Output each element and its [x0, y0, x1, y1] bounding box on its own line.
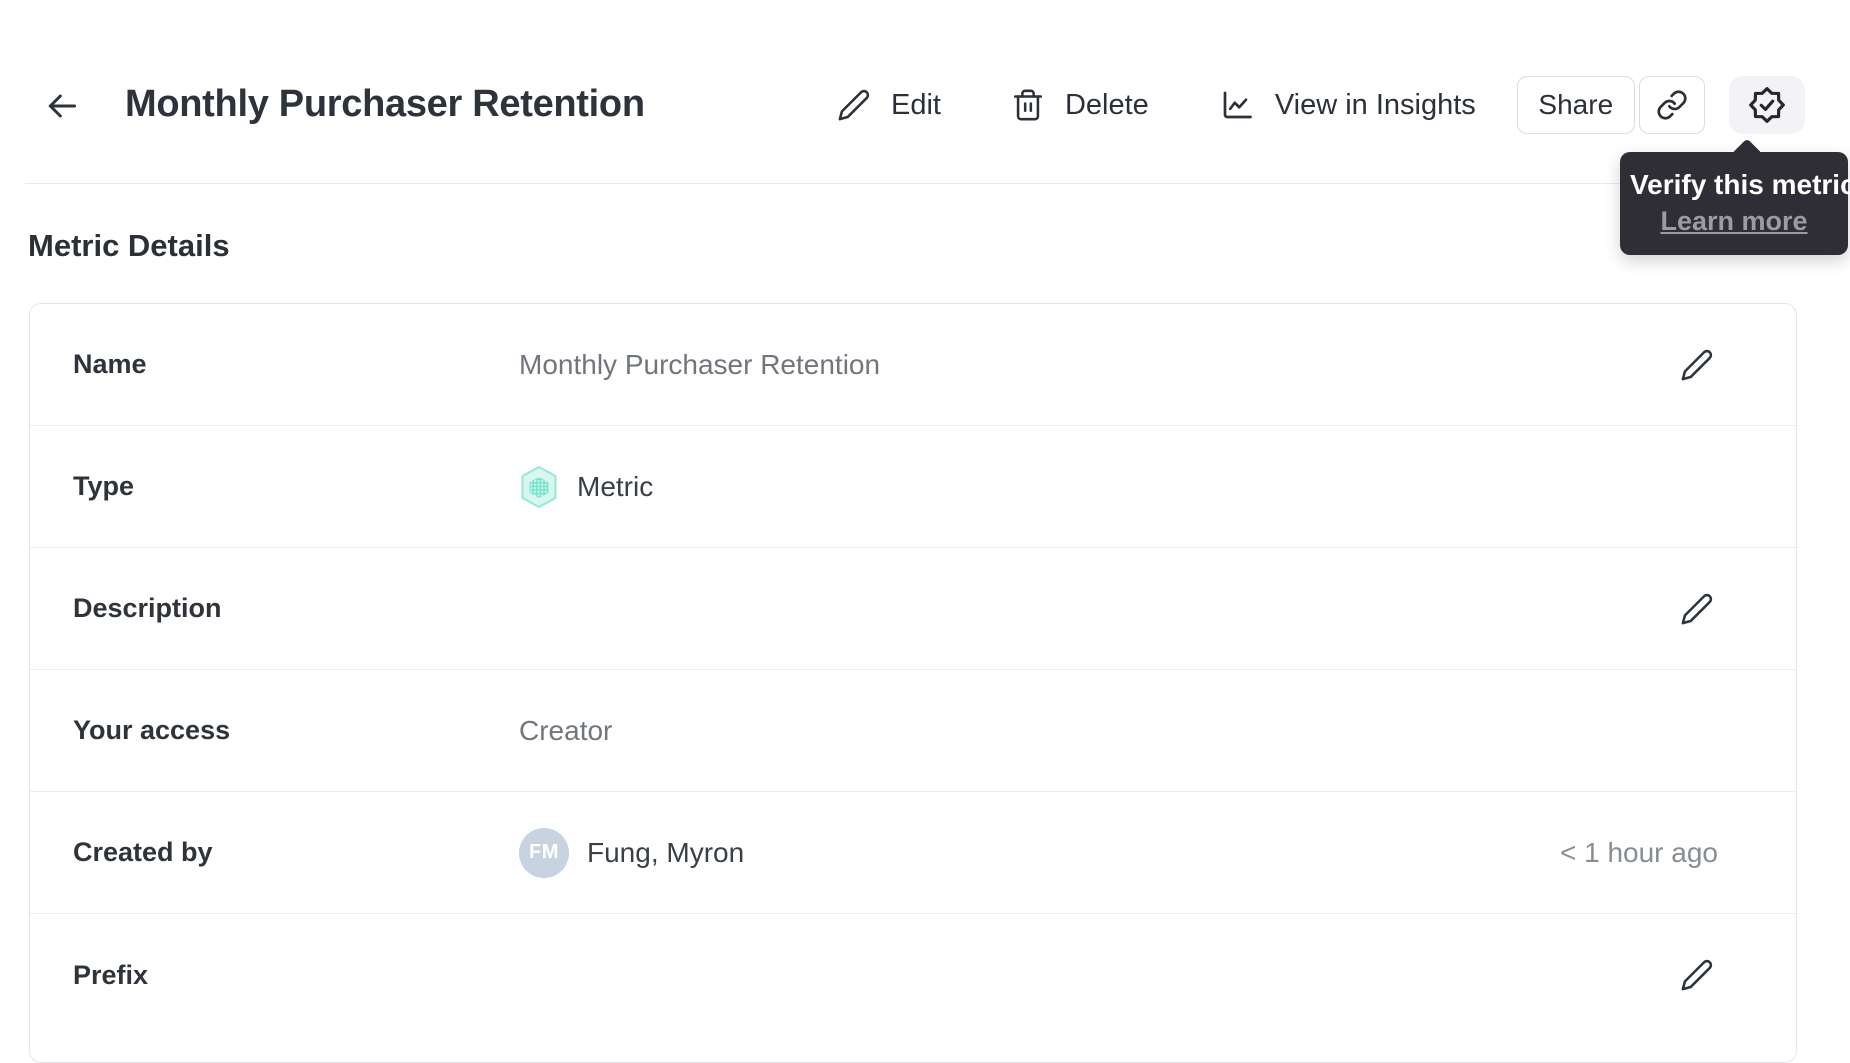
pencil-icon [1680, 592, 1714, 626]
view-in-insights-button[interactable]: View in Insights [1219, 87, 1476, 123]
header-actions: Edit Delete View in Insights S [837, 76, 1805, 134]
edit-name-button[interactable] [1676, 344, 1718, 386]
detail-row-prefix: Prefix [30, 914, 1796, 1036]
copy-link-button[interactable] [1638, 76, 1705, 134]
row-label: Your access [73, 715, 231, 745]
tooltip-title: Verify this metric [1630, 169, 1850, 200]
edit-button-label: Edit [891, 88, 941, 121]
delete-button[interactable]: Delete [1011, 88, 1149, 122]
detail-row-your-access: Your access Creator [30, 670, 1796, 792]
verify-metric-tooltip: Verify this metric Learn more [1620, 138, 1850, 255]
edit-prefix-button[interactable] [1676, 954, 1718, 996]
view-in-insights-label: View in Insights [1274, 88, 1476, 121]
edit-button[interactable]: Edit [837, 88, 941, 122]
metric-hexagon-icon [519, 465, 559, 509]
row-value: Creator [519, 714, 613, 746]
verified-badge-icon [1748, 86, 1786, 124]
detail-row-type: Type Metric [30, 426, 1796, 548]
link-icon [1656, 89, 1688, 121]
detail-row-description: Description [30, 548, 1796, 670]
delete-button-label: Delete [1064, 88, 1149, 121]
row-label: Description [73, 593, 222, 623]
page-title: Monthly Purchaser Retention [125, 83, 645, 125]
verify-metric-button[interactable] [1728, 76, 1805, 134]
back-arrow-icon [42, 86, 82, 126]
pencil-icon [1680, 958, 1714, 992]
row-value: Monthly Purchaser Retention [519, 348, 881, 380]
row-label: Prefix [73, 959, 149, 990]
metric-details-heading: Metric Details [28, 228, 230, 263]
pencil-icon [1680, 348, 1714, 382]
learn-more-link[interactable]: Learn more [1660, 206, 1808, 236]
created-time: < 1 hour ago [1559, 836, 1718, 868]
header: Monthly Purchaser Retention Edit Delete [0, 0, 1850, 183]
detail-row-name: Name Monthly Purchaser Retention [30, 304, 1796, 426]
row-value: Metric [577, 470, 654, 502]
header-divider [25, 183, 1850, 184]
share-button[interactable]: Share [1516, 76, 1635, 134]
row-label: Type [73, 471, 135, 501]
share-button-label: Share [1538, 89, 1614, 120]
row-label: Created by [73, 837, 213, 867]
edit-description-button[interactable] [1676, 588, 1718, 630]
back-button[interactable] [40, 84, 84, 128]
row-value: Fung, Myron [587, 836, 745, 868]
row-label: Name [73, 349, 147, 379]
trash-icon [1011, 88, 1045, 122]
line-chart-icon [1219, 87, 1255, 123]
detail-row-created-by: Created by FM Fung, Myron < 1 hour ago [30, 792, 1796, 914]
pencil-icon [837, 88, 871, 122]
avatar: FM [519, 827, 569, 878]
metric-details-card: Name Monthly Purchaser Retention Type [29, 303, 1797, 1063]
